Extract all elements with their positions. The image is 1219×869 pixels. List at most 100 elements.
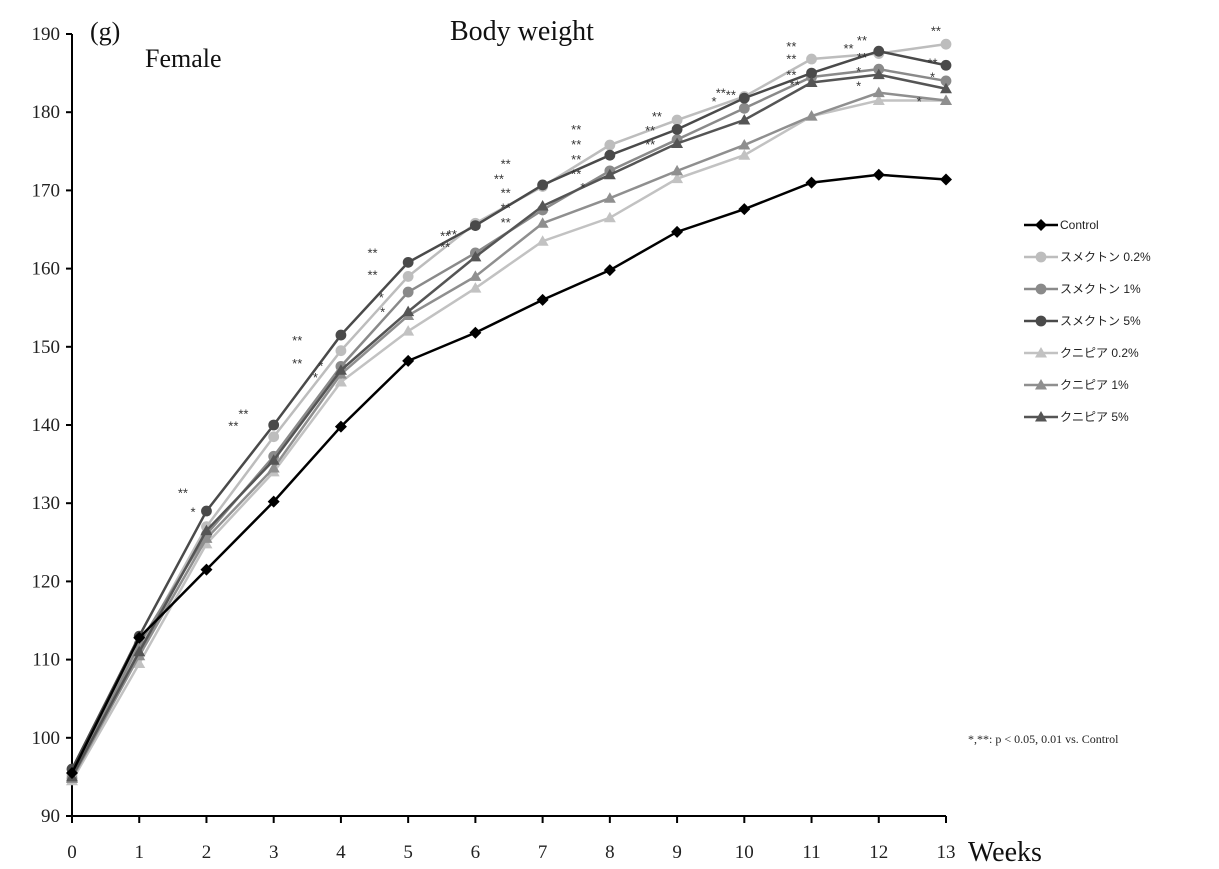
- y-tick-label: 140: [32, 415, 61, 436]
- data-point: [940, 173, 952, 186]
- legend-label: スメクトン 1%: [1060, 282, 1141, 296]
- data-point: [133, 631, 146, 644]
- data-point: [402, 305, 415, 317]
- data-point: [66, 766, 78, 779]
- data-point: [537, 179, 549, 191]
- x-tick-label: 5: [403, 842, 413, 863]
- data-point: [334, 420, 347, 433]
- legend-label: スメクトン 0.2%: [1060, 250, 1151, 264]
- y-tick-label: 190: [32, 24, 61, 45]
- data-point: [940, 82, 952, 94]
- significance-mark: **: [843, 41, 853, 56]
- y-tick-label: 90: [41, 806, 60, 827]
- x-tick-label: 11: [802, 842, 820, 863]
- data-point: [469, 326, 482, 339]
- data-point: [200, 532, 213, 543]
- data-point: [603, 168, 616, 180]
- legend-item-3: スメクトン 1%: [1024, 282, 1141, 296]
- data-point: [536, 293, 549, 306]
- data-point: [671, 164, 684, 176]
- data-point: [402, 286, 414, 298]
- data-point: [940, 75, 952, 87]
- data-point: [267, 495, 280, 508]
- data-point: [536, 235, 549, 246]
- data-point: [200, 563, 213, 576]
- data-point: [940, 59, 952, 71]
- data-point: [133, 645, 146, 657]
- significance-mark: **: [367, 268, 377, 283]
- legend-label: Control: [1060, 218, 1099, 232]
- significance-mark: **: [652, 109, 662, 124]
- significance-mark: **: [857, 50, 867, 65]
- significance-mark: *: [318, 358, 323, 373]
- data-point: [671, 172, 684, 184]
- data-point: [469, 220, 481, 231]
- data-point: [873, 45, 885, 57]
- significance-mark: *: [313, 370, 318, 385]
- data-point: [671, 137, 684, 148]
- significance-mark: **: [571, 137, 581, 152]
- data-point: [267, 462, 280, 473]
- series-line: [70, 67, 947, 780]
- significance-mark: *: [712, 94, 717, 109]
- data-point: [738, 102, 750, 114]
- chart-title: Body weight: [450, 16, 594, 47]
- significance-mark: **: [501, 215, 511, 230]
- significance-mark: **: [238, 407, 248, 422]
- data-point: [1035, 283, 1047, 295]
- data-point: [738, 114, 751, 125]
- data-point: [671, 225, 684, 238]
- data-point: [267, 454, 280, 465]
- data-point: [671, 124, 683, 135]
- data-point: [940, 38, 952, 50]
- series-6: [66, 86, 952, 783]
- y-tick-label: 100: [32, 728, 61, 749]
- legend-label: スメクトン 5%: [1060, 314, 1141, 328]
- significance-mark: **: [726, 88, 736, 103]
- data-point: [805, 76, 818, 87]
- significance-mark: **: [501, 200, 511, 215]
- series-2: [66, 38, 952, 781]
- data-point: [1035, 411, 1047, 422]
- significance-mark: **: [571, 152, 581, 167]
- data-point: [334, 375, 347, 387]
- significance-mark: **: [786, 39, 796, 54]
- x-tick-label: 10: [735, 842, 754, 863]
- series-1: [66, 168, 952, 779]
- significance-mark: **: [716, 85, 726, 100]
- x-tick-label: 6: [471, 842, 481, 863]
- chart-subtitle: Female: [145, 44, 222, 73]
- data-point: [133, 657, 146, 669]
- data-point: [402, 256, 414, 268]
- significance-mark: **: [571, 167, 581, 182]
- significance-mark: **: [857, 33, 867, 48]
- data-point: [469, 270, 482, 281]
- data-point: [872, 94, 885, 105]
- data-point: [402, 354, 415, 367]
- significance-mark: **: [292, 356, 302, 371]
- x-axis-label: Weeks: [968, 837, 1042, 868]
- data-point: [604, 139, 616, 151]
- significance-mark: **: [494, 171, 504, 186]
- significance-mark: **: [571, 122, 581, 137]
- significance-mark: **: [178, 486, 188, 501]
- significance-mark: **: [786, 52, 796, 67]
- data-point: [201, 505, 212, 517]
- y-tick-label: 120: [32, 571, 61, 592]
- significance-mark: **: [927, 56, 937, 71]
- data-point: [805, 110, 818, 121]
- data-point: [1035, 315, 1047, 327]
- significance-mark: *: [190, 504, 195, 519]
- significance-mark: *: [917, 94, 922, 109]
- legend-item-4: スメクトン 5%: [1024, 314, 1141, 328]
- data-point: [1035, 251, 1047, 263]
- significance-mark: *: [856, 78, 861, 93]
- legend-label: クニピア 1%: [1060, 378, 1129, 392]
- data-point: [268, 419, 280, 431]
- series-3: [66, 63, 952, 784]
- significance-mark: **: [931, 24, 941, 39]
- data-point: [1035, 379, 1047, 390]
- data-point: [335, 345, 347, 357]
- series-7: [66, 68, 952, 782]
- data-point: [738, 139, 751, 150]
